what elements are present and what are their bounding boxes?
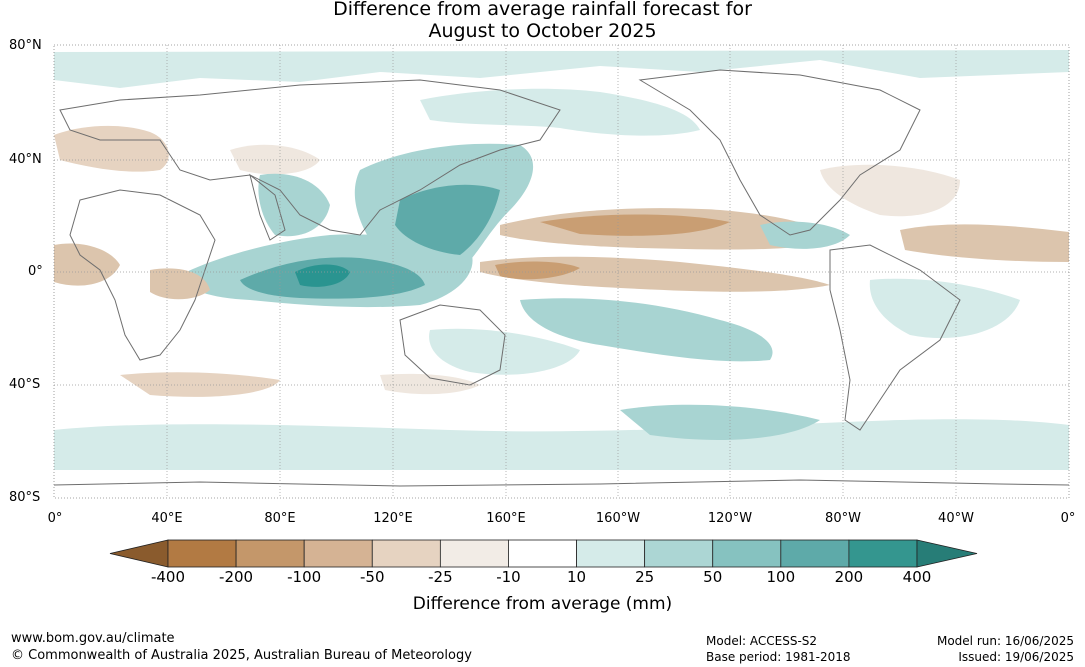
dry-region-east-africa <box>150 268 210 300</box>
lat-label-0: 0° <box>28 264 43 279</box>
footer-copyright: © Commonwealth of Australia 2025, Austra… <box>11 648 472 663</box>
footer-base-period: Base period: 1981-2018 <box>706 650 851 664</box>
lat-label-40n: 40°N <box>9 152 42 167</box>
footer-model: Model: ACCESS-S2 <box>706 634 818 648</box>
footer-model-run: Model run: 16/06/2025 <box>936 634 1074 648</box>
wet-region-caribbean <box>760 221 850 249</box>
lat-label-80s: 80°S <box>9 490 41 505</box>
colorbar-segment <box>780 539 850 568</box>
colorbar-tick-label: -100 <box>287 568 322 586</box>
lat-label-80n: 80°N <box>9 38 42 53</box>
wet-region-south-pacific-2 <box>429 328 580 375</box>
colorbar-tick-label: 50 <box>703 568 723 586</box>
lon-label-120w: 120°W <box>707 511 753 526</box>
wet-region-south-pacific <box>520 298 773 362</box>
colorbar-tick-label: -200 <box>219 568 254 586</box>
colorbar-segment <box>303 539 373 568</box>
dry-region-south-indian-east <box>380 373 480 395</box>
australia-coast <box>399 304 506 386</box>
colorbar-tick-label: -10 <box>496 568 521 586</box>
colorbar-segment <box>439 539 509 568</box>
colorbar-segment <box>848 539 918 568</box>
lon-label-40w: 40°W <box>938 511 974 526</box>
wet-region-north-pacific <box>420 88 700 136</box>
colorbar-tick-label: 200 <box>834 568 864 586</box>
colorbar-segment <box>167 539 237 568</box>
india-coast <box>249 173 286 241</box>
wet-region-southern-ocean-2 <box>620 404 820 440</box>
eurasia-coast <box>59 79 561 236</box>
colorbar-segment <box>576 539 646 568</box>
lon-label-160w: 160°W <box>595 511 641 526</box>
anomaly-field <box>54 50 1069 470</box>
dry-region-south-indian <box>120 372 280 397</box>
lon-label-0-west: 0° <box>47 511 63 526</box>
wet-region-arctic <box>54 50 1069 88</box>
colorbar-segment <box>235 539 305 568</box>
lat-label-40s: 40°S <box>9 377 41 392</box>
colorbar-tick-label: -400 <box>150 568 186 586</box>
coastlines <box>54 69 1069 487</box>
wet-region-west-pacific-core <box>395 184 500 255</box>
colorbar-tick-label: -25 <box>428 568 453 586</box>
colorbar-extend-low <box>109 539 169 568</box>
footer-website: www.bom.gov.au/climate <box>11 631 175 646</box>
colorbar-segments <box>109 539 978 568</box>
lon-label-80w: 80°W <box>825 511 861 526</box>
antarctica-coast <box>54 479 1069 487</box>
dry-region-north-atlantic <box>820 164 960 217</box>
colorbar-label: Difference from average (mm) <box>412 594 673 614</box>
dry-region-central-asia <box>230 144 320 175</box>
map-frame <box>53 44 1070 499</box>
africa-coast <box>69 189 216 361</box>
dry-region-equatorial-core <box>495 261 580 280</box>
north-america-coast <box>638 69 921 236</box>
colorbar-tick-label: 100 <box>766 568 796 586</box>
lon-label-120e: 120°E <box>373 511 413 526</box>
wet-region-maritime-peak <box>295 264 350 287</box>
colorbar-segment <box>508 539 577 568</box>
south-america-coast <box>829 244 961 431</box>
wet-region-south-atlantic <box>869 278 1020 339</box>
dry-region-west-africa <box>54 243 120 286</box>
colorbar-segment <box>371 539 441 568</box>
dry-region-itcz-core <box>540 214 730 236</box>
colorbar-segment <box>644 539 714 568</box>
dry-region-atlantic <box>900 224 1069 262</box>
colorbar-tick-label: 10 <box>566 568 587 586</box>
map-title-line-1: Difference from average rainfall forecas… <box>333 0 752 20</box>
colorbar-segment <box>712 539 782 568</box>
colorbar-extend-high <box>916 539 978 568</box>
map-title-line-2: August to October 2025 <box>428 20 657 42</box>
lon-label-160e: 160°E <box>486 511 526 526</box>
colorbar-tick-label: 400 <box>902 568 932 586</box>
colorbar-tick-label: 25 <box>635 568 655 586</box>
dry-region-europe <box>54 125 169 172</box>
lon-label-80e: 80°E <box>264 511 296 526</box>
lon-label-0-east: 0° <box>1060 511 1076 526</box>
graticule <box>54 45 1069 498</box>
colorbar-tick-label: -50 <box>360 568 385 586</box>
footer-issued: Issued: 19/06/2025 <box>958 650 1074 664</box>
wet-region-southern-ocean <box>54 419 1069 470</box>
lon-label-40e: 40°E <box>151 511 183 526</box>
